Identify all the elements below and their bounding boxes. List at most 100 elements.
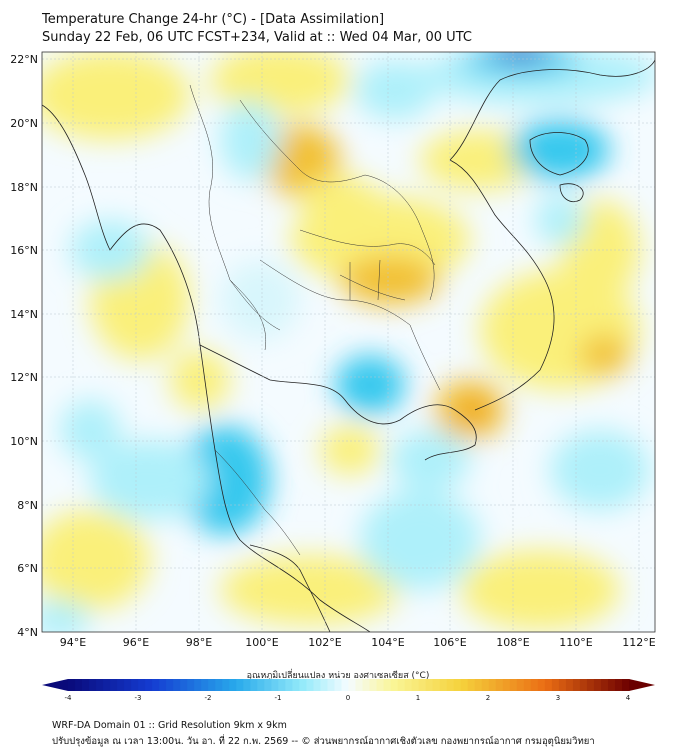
colorbar-cell [159,679,167,691]
colorbar-max-arrow [629,679,655,691]
colorbar-cell [236,679,244,691]
lat-label: 20°N [10,117,38,130]
map-subtitle: Sunday 22 Feb, 06 UTC FCST+234, Valid at… [42,30,472,45]
temperature-change-map: 22°N 20°N 18°N 16°N 14°N 12°N 10°N 8°N 6… [10,51,656,649]
colorbar-cell [530,679,539,691]
colorbar-cell [215,679,223,691]
colorbar-cell [152,679,160,691]
colorbar-cell [404,679,413,691]
colorbar-cell [306,679,314,691]
colorbar-cell [369,679,378,691]
lon-label: 100°E [245,636,278,649]
colorbar-cell [544,679,553,691]
colorbar-cell [481,679,490,691]
colorbar-tick: -4 [65,694,73,702]
colorbar-cell [523,679,532,691]
lat-label: 12°N [10,371,38,384]
colorbar-cell [145,679,153,691]
colorbar-cell [376,679,385,691]
colorbar-ticks: -4 -3 -2 -1 0 1 2 3 4 [65,694,631,702]
temperature-field [42,52,655,632]
colorbar-cell [278,679,286,691]
colorbar-cell [397,679,406,691]
lon-label: 94°E [60,636,86,649]
colorbar-cell [453,679,462,691]
colorbar-cell [82,679,90,691]
lat-label: 18°N [10,181,38,194]
colorbar-cell [327,679,335,691]
lon-label: 102°E [308,636,341,649]
lat-label: 6°N [17,562,38,575]
colorbar-cell [341,679,349,691]
map-title: Temperature Change 24-hr (°C) - [Data As… [42,12,385,27]
lon-label: 106°E [433,636,466,649]
lon-label: 110°E [559,636,592,649]
colorbar-cell [355,679,364,691]
colorbar-cell [432,679,441,691]
graticule [42,52,655,632]
colorbar-cell [621,679,630,691]
colorbar-cell [425,679,434,691]
colorbar-cell [264,679,272,691]
colorbar-cell [418,679,427,691]
lat-label: 4°N [17,626,38,639]
colorbar-cell [299,679,307,691]
colorbar-cell [243,679,251,691]
lat-label: 8°N [17,499,38,512]
colorbar-cell [285,679,293,691]
model-info: WRF-DA Domain 01 :: Grid Resolution 9km … [52,720,287,731]
colorbar-cell [614,679,623,691]
lat-label: 10°N [10,435,38,448]
colorbar-cell [131,679,139,691]
colorbar-cell [271,679,279,691]
colorbar-cell [96,679,104,691]
colorbar-cell [600,679,609,691]
colorbar-tick: 4 [626,694,631,702]
colorbar-cell [446,679,455,691]
colorbar-cell [586,679,595,691]
colorbar-cell [201,679,209,691]
lon-label: 108°E [496,636,529,649]
colorbar-cell [89,679,97,691]
lon-label: 98°E [186,636,212,649]
colorbar-cell [593,679,602,691]
colorbar-tick: -1 [275,694,282,702]
colorbar-cell [537,679,546,691]
colorbar-cell [348,679,357,691]
colorbar-cell [439,679,448,691]
colorbar-cell [488,679,497,691]
colorbar-cell [516,679,525,691]
colorbar-cell [166,679,174,691]
longitude-labels: 94°E 96°E 98°E 100°E 102°E 104°E 106°E 1… [60,636,656,649]
colorbar-tick: 2 [486,694,490,702]
colorbar-cell [229,679,237,691]
colorbar-cell [390,679,399,691]
colorbar-cell [222,679,230,691]
colorbar-cell [124,679,132,691]
colorbar-cell [75,679,83,691]
colorbar-cell [138,679,146,691]
colorbar-cell [180,679,188,691]
latitude-labels: 22°N 20°N 18°N 16°N 14°N 12°N 10°N 8°N 6… [10,53,38,639]
colorbar-cell [558,679,567,691]
lat-label: 22°N [10,53,38,66]
lon-label: 96°E [123,636,149,649]
colorbar-tick: 1 [416,694,420,702]
update-credit: ปรับปรุงข้อมูล ณ เวลา 13:00น. วัน อา. ที… [52,736,595,747]
colorbar-cell [320,679,328,691]
colorbar-cell [502,679,511,691]
colorbar-cell [607,679,616,691]
colorbar-cell [383,679,392,691]
colorbar-cell [334,679,342,691]
colorbar-cell [257,679,265,691]
colorbar-tick: -2 [205,694,212,702]
lon-label: 104°E [371,636,404,649]
colorbar-min-arrow [42,679,68,691]
colorbar-cell [551,679,560,691]
colorbar-cell [411,679,420,691]
colorbar-cell [467,679,476,691]
colorbar-cell [117,679,125,691]
colorbar-tick: -3 [135,694,142,702]
colorbar-cell [509,679,518,691]
province-borders [189,84,441,556]
